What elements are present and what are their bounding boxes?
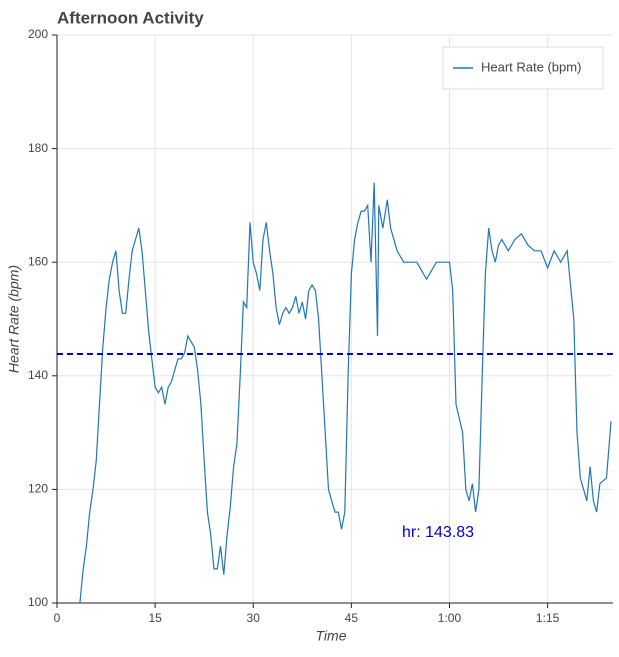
x-axis-label: Time	[316, 628, 347, 644]
x-tick-label: 1:00	[438, 611, 462, 625]
y-axis-label: Heart Rate (bpm)	[6, 265, 22, 373]
y-tick-label: 120	[28, 482, 48, 496]
legend-label: Heart Rate (bpm)	[481, 59, 581, 74]
y-tick-label: 160	[28, 254, 48, 268]
line-series	[79, 182, 612, 604]
x-tick-label: 1:15	[536, 611, 560, 625]
chart-title: Afternoon Activity	[57, 8, 204, 27]
x-tick-label: 45	[345, 611, 359, 625]
y-tick-label: 100	[28, 595, 48, 609]
legend: Heart Rate (bpm)	[442, 46, 604, 90]
mean-label: hr: 143.83	[402, 524, 474, 541]
x-tick-label: 0	[54, 611, 61, 625]
x-tick-label: 30	[247, 611, 261, 625]
y-tick-label: 180	[28, 141, 48, 155]
y-tick-label: 140	[28, 368, 48, 382]
x-tick-label: 15	[148, 611, 162, 625]
y-tick-label: 200	[28, 27, 48, 41]
